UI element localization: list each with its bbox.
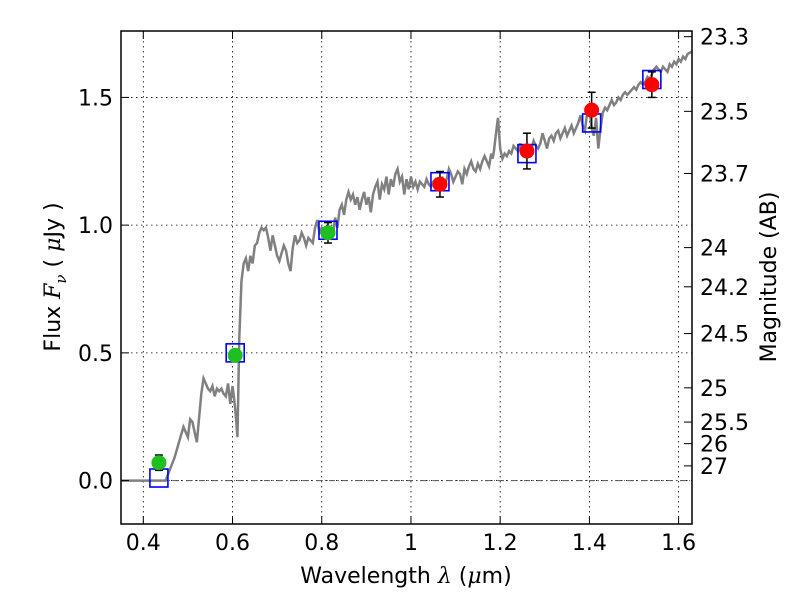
x-tick-label: 0.4 (126, 531, 161, 556)
y-axis-unit-rest: Jy ) (41, 202, 66, 239)
x-axis-unit-rest: m) (482, 564, 512, 589)
error-bars (154, 71, 656, 472)
y-axis-unit-open: ( (41, 259, 66, 268)
y2-axis-title: Magnitude (AB) (757, 192, 782, 363)
x-tick-label: 1.6 (661, 531, 696, 556)
x-axis-unit-mu: μ (467, 564, 481, 589)
observed-optical-point (227, 347, 243, 363)
mag-tick-label: 23.7 (700, 162, 749, 187)
y-axis-title-text: Flux (41, 306, 66, 352)
x-tick-label: 0.6 (215, 531, 250, 556)
y-axis-title: Flux Fν ( μJy ) (41, 202, 70, 351)
y-tick-label: 1.5 (78, 86, 113, 111)
y-tick-label: 0.0 (78, 470, 113, 495)
mag-tick-label: 23.5 (700, 100, 749, 125)
x-axis-unit-open: ( (459, 564, 468, 589)
x-axis-title: Wavelength λ (μm) (300, 564, 511, 589)
y-axis-unit-mu: μ (41, 238, 66, 252)
x-tick-label: 1.2 (483, 531, 518, 556)
mag-tick-label: 23.3 (700, 26, 749, 51)
mag-tick-label: 26 (700, 433, 728, 458)
plot-frame (120, 30, 693, 525)
y-axis-symbol: F (41, 283, 66, 300)
y-tick-label: 1.0 (78, 214, 113, 239)
observed-optical-point (151, 455, 167, 471)
observed-nir-point (584, 102, 600, 118)
y-tick-label: 0.5 (78, 342, 113, 367)
model-photometry-box (149, 468, 169, 488)
mag-tick-label: 25.5 (700, 411, 749, 436)
mag-tick-label: 24.2 (700, 276, 749, 301)
x-tick-label: 1 (404, 531, 418, 556)
model-photometry-markers (149, 69, 662, 488)
y-axis-symbol-sub: ν (52, 274, 70, 283)
plot-area (121, 50, 692, 488)
observed-nir-point (519, 143, 535, 159)
observed-points (151, 77, 660, 471)
tick-marks (121, 31, 692, 524)
observed-nir-point (644, 77, 660, 93)
y-tick-labels: 0.0 0.5 1.0 1.5 (78, 86, 113, 494)
mag-tick-label: 24 (700, 237, 728, 262)
x-axis-title-text: Wavelength (300, 564, 431, 589)
mag-tick-label: 24.5 (700, 323, 749, 348)
x-axis-symbol: λ (437, 564, 452, 589)
grid-layer (121, 31, 692, 524)
observed-optical-point (320, 225, 336, 241)
x-tick-labels: 0.4 0.6 0.8 1 1.2 1.4 1.6 (126, 531, 696, 556)
x-tick-label: 1.4 (572, 531, 607, 556)
observed-nir-point (432, 176, 448, 192)
mag-tick-label: 27 (700, 455, 728, 480)
mag-tick-label: 25 (700, 377, 728, 402)
model-spectrum-line (121, 50, 692, 482)
x-tick-label: 0.8 (304, 531, 339, 556)
